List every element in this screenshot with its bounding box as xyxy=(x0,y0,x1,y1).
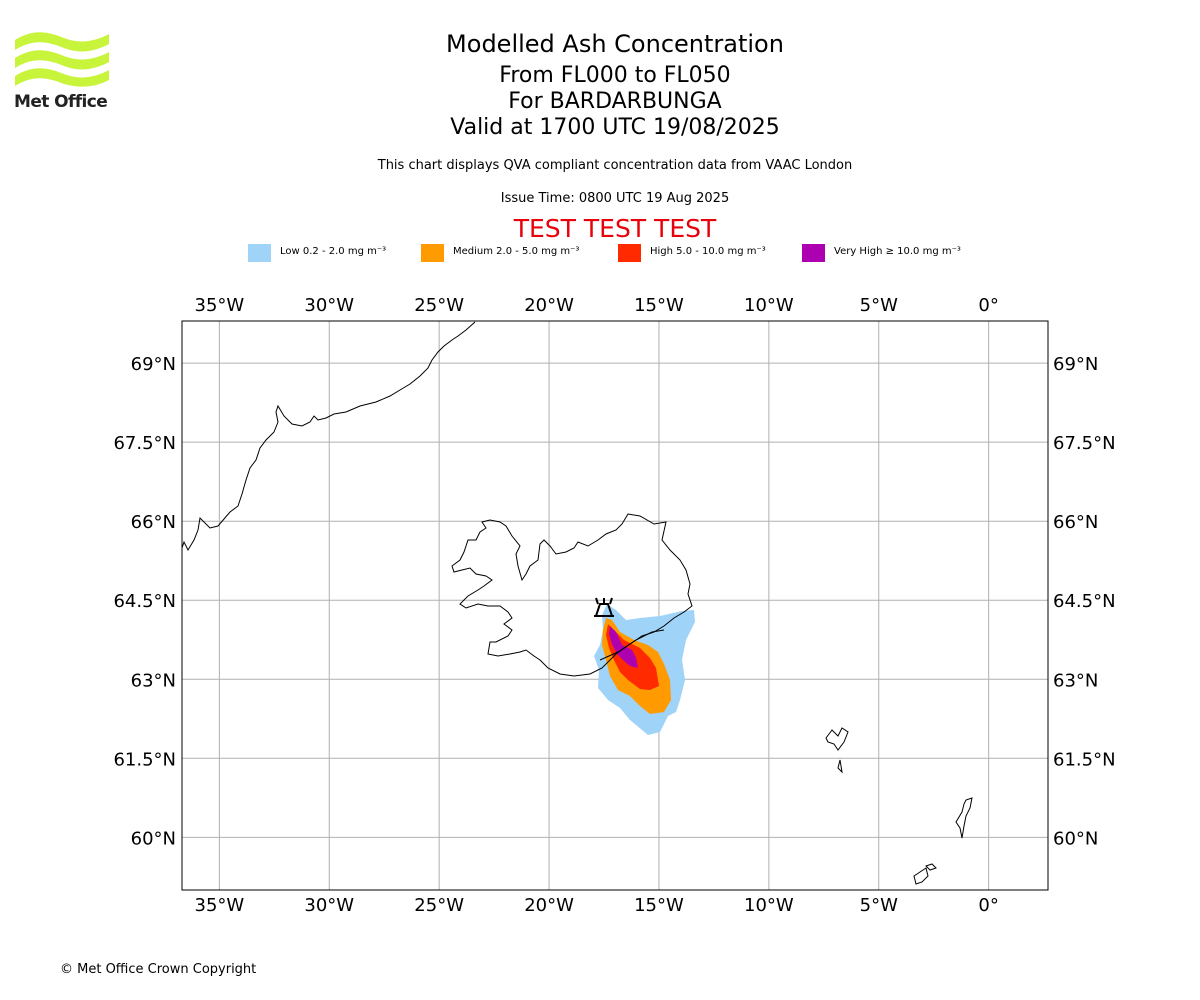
lon-tick-label-top: 10°W xyxy=(744,295,794,316)
lat-tick-label-left: 60°N xyxy=(131,828,176,849)
legend-label-very-high: Very High ≥ 10.0 mg m⁻³ xyxy=(834,246,961,257)
legend-label-medium: Medium 2.0 - 5.0 mg m⁻³ xyxy=(453,246,580,257)
lon-tick-label-bottom: 30°W xyxy=(304,895,354,916)
test-banner: TEST TEST TEST xyxy=(513,214,717,243)
lat-tick-label-right: 61.5°N xyxy=(1053,749,1116,770)
chart-title: Modelled Ash Concentration xyxy=(446,30,784,58)
volcano-track xyxy=(599,629,665,661)
lon-tick-label-top: 0° xyxy=(978,295,998,316)
map-grid xyxy=(182,321,1048,890)
legend-label-low: Low 0.2 - 2.0 mg m⁻³ xyxy=(280,246,387,257)
greenland-coastline xyxy=(181,321,476,552)
map-frame xyxy=(181,320,1049,891)
lon-tick-label-top: 35°W xyxy=(195,295,245,316)
orkney-coastline xyxy=(913,863,937,885)
lon-tick-label-bottom: 25°W xyxy=(414,895,464,916)
lat-tick-label-right: 63°N xyxy=(1053,670,1098,691)
lat-tick-label-left: 64.5°N xyxy=(113,591,176,612)
lat-tick-label-left: 67.5°N xyxy=(113,433,176,454)
volcano-icon[interactable] xyxy=(594,597,614,617)
shetland-coastline xyxy=(955,797,973,839)
lon-tick-label-top: 20°W xyxy=(524,295,574,316)
lat-tick-label-right: 64.5°N xyxy=(1053,591,1116,612)
lat-tick-label-left: 63°N xyxy=(131,670,176,691)
copyright-notice: © Met Office Crown Copyright xyxy=(60,962,257,977)
ash-concentration-contours xyxy=(594,604,695,735)
legend-label-high: High 5.0 - 10.0 mg m⁻³ xyxy=(650,246,766,257)
lon-tick-label-bottom: 10°W xyxy=(744,895,794,916)
lon-tick-label-bottom: 35°W xyxy=(195,895,245,916)
faroe-islands-coastline xyxy=(825,727,849,774)
axis-labels: 35°W 35°W 30°W 30°W 25°W 25°W 20°W 20°W 15°W 15°W… xyxy=(113,295,1115,916)
lon-tick-label-top: 25°W xyxy=(414,295,464,316)
lon-tick-label-bottom: 15°W xyxy=(634,895,684,916)
legend-swatch-low xyxy=(248,244,271,262)
volcano-name: For BARDARBUNGA xyxy=(508,89,722,114)
iceland-coastline xyxy=(451,513,693,677)
lat-tick-label-right: 67.5°N xyxy=(1053,433,1116,454)
met-office-logo-icon xyxy=(15,32,109,87)
lon-tick-label-bottom: 5°W xyxy=(860,895,898,916)
issue-time: Issue Time: 0800 UTC 19 Aug 2025 xyxy=(500,191,730,206)
legend-swatch-very-high xyxy=(802,244,825,262)
lon-tick-label-top: 30°W xyxy=(304,295,354,316)
lat-tick-label-right: 66°N xyxy=(1053,512,1098,533)
lat-tick-label-left: 66°N xyxy=(131,512,176,533)
lon-tick-label-top: 5°W xyxy=(860,295,898,316)
flight-level-range: From FL000 to FL050 xyxy=(499,63,731,88)
coastlines xyxy=(181,321,973,885)
legend-swatch-high xyxy=(618,244,641,262)
lat-tick-label-left: 61.5°N xyxy=(113,749,176,770)
lat-tick-label-left: 69°N xyxy=(131,354,176,375)
legend-swatch-medium xyxy=(421,244,444,262)
lon-tick-label-bottom: 20°W xyxy=(524,895,574,916)
lat-tick-label-right: 60°N xyxy=(1053,828,1098,849)
lon-tick-label-top: 15°W xyxy=(634,295,684,316)
lon-tick-label-bottom: 0° xyxy=(978,895,998,916)
ash-zone-very-high xyxy=(609,626,638,668)
chart-subtitle: This chart displays QVA compliant concen… xyxy=(377,158,853,173)
met-office-logo-text: Met Office xyxy=(14,92,108,112)
valid-time: Valid at 1700 UTC 19/08/2025 xyxy=(450,115,780,140)
lat-tick-label-right: 69°N xyxy=(1053,354,1098,375)
